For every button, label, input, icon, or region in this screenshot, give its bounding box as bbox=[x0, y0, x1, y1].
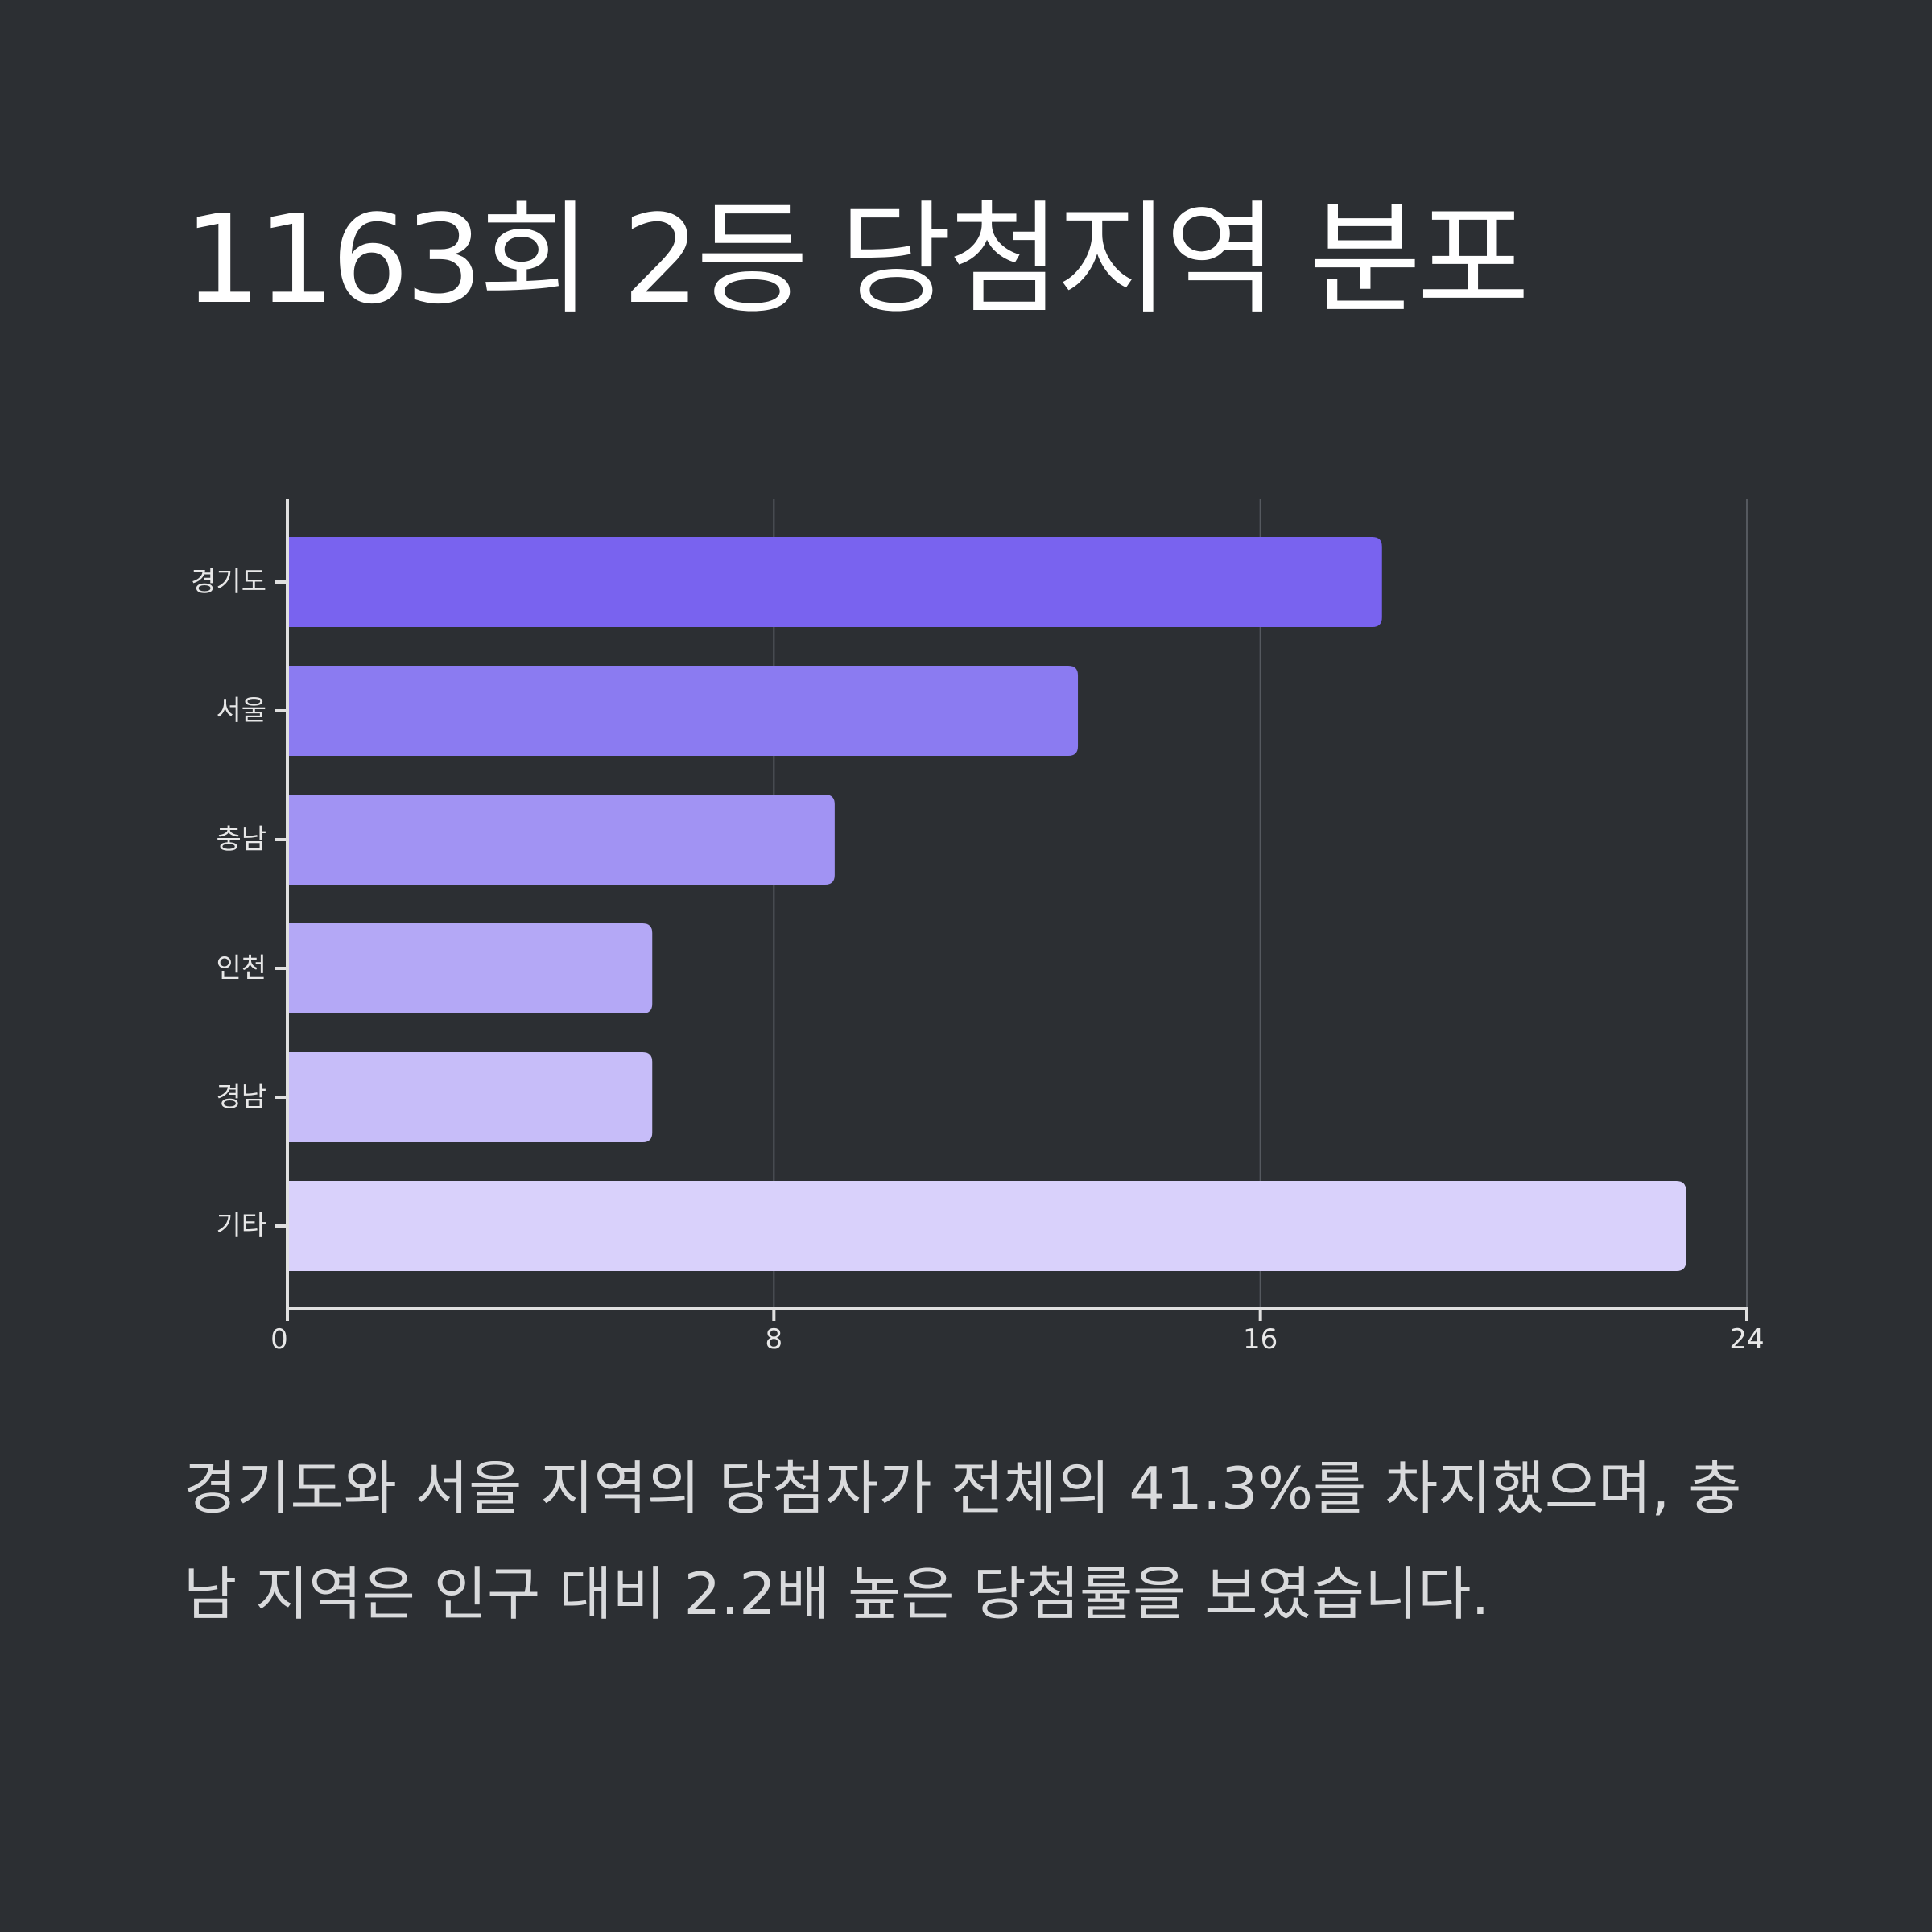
bar-경남 bbox=[287, 1052, 653, 1142]
bar-충남 bbox=[287, 795, 835, 885]
y-tick-label: 경남 bbox=[216, 1081, 266, 1113]
axes bbox=[275, 499, 1748, 1321]
chart-description: 경기도와 서울 지역의 당첨자가 전체의 41.3%를 차지했으며, 충남 지역… bbox=[184, 1455, 1742, 1628]
y-tick-label: 충남 bbox=[216, 824, 266, 856]
x-tick-label: 16 bbox=[1243, 1323, 1278, 1356]
y-tick-label: 인천 bbox=[216, 952, 266, 985]
bar-경기도 bbox=[287, 537, 1382, 627]
x-tick-label: 8 bbox=[766, 1323, 783, 1356]
y-tick-label: 경기도 bbox=[191, 566, 266, 598]
y-tick-label: 기타 bbox=[216, 1210, 266, 1242]
bar-인천 bbox=[287, 923, 653, 1013]
gridlines bbox=[773, 499, 1748, 1308]
x-tick-label: 0 bbox=[270, 1323, 288, 1356]
bar-기타 bbox=[287, 1181, 1686, 1271]
bars bbox=[287, 537, 1686, 1271]
bar-서울 bbox=[287, 666, 1079, 756]
page-title: 1163회 2등 당첨지역 분포 bbox=[184, 188, 1530, 331]
x-tick-label: 24 bbox=[1729, 1323, 1764, 1356]
y-tick-label: 서울 bbox=[216, 695, 266, 727]
